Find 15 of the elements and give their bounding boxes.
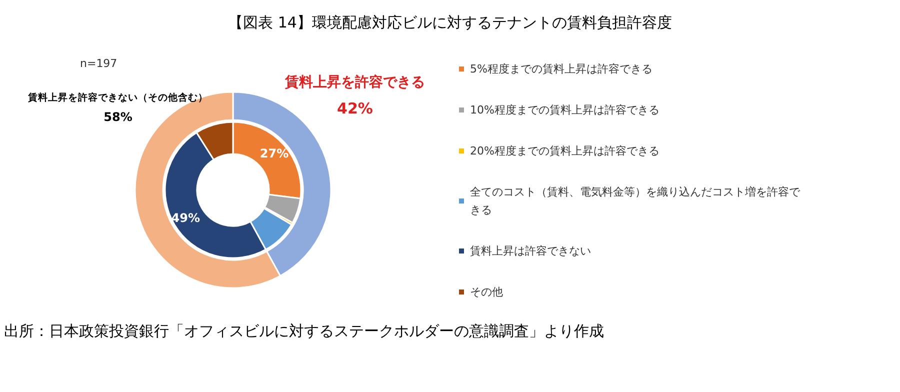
legend-label: 全てのコスト（賃料、電気料金等）を織り込んだコスト増を許容できる xyxy=(470,186,801,216)
legend-label: 5%程度までの賃料上昇は許容できる xyxy=(470,62,652,76)
slice-label: 賃料上昇を許容できない（その他含む） xyxy=(27,91,208,104)
legend-label: その他 xyxy=(470,286,503,298)
slice-label: 賃料上昇を許容できる xyxy=(284,73,425,90)
data-label: 27% xyxy=(260,146,289,161)
legend-label: 20%程度までの賃料上昇は許容できる xyxy=(470,144,660,158)
legend-label: 10%程度までの賃料上昇は許容できる xyxy=(470,104,660,116)
legend-label: 賃料上昇は許容できない xyxy=(470,244,591,258)
text: 出所：日本政策投資銀行「オフィスビルに対するステークホルダーの意識調査」より作成 xyxy=(4,322,604,340)
data-label: 58% xyxy=(104,110,132,124)
data-label: 42% xyxy=(337,99,373,118)
text: n=197 xyxy=(80,57,118,70)
data-label: 49% xyxy=(171,210,200,225)
chart-title: 【図表 14】環境配慮対応ビルに対するテナントの賃料負担許容度 xyxy=(228,14,672,32)
